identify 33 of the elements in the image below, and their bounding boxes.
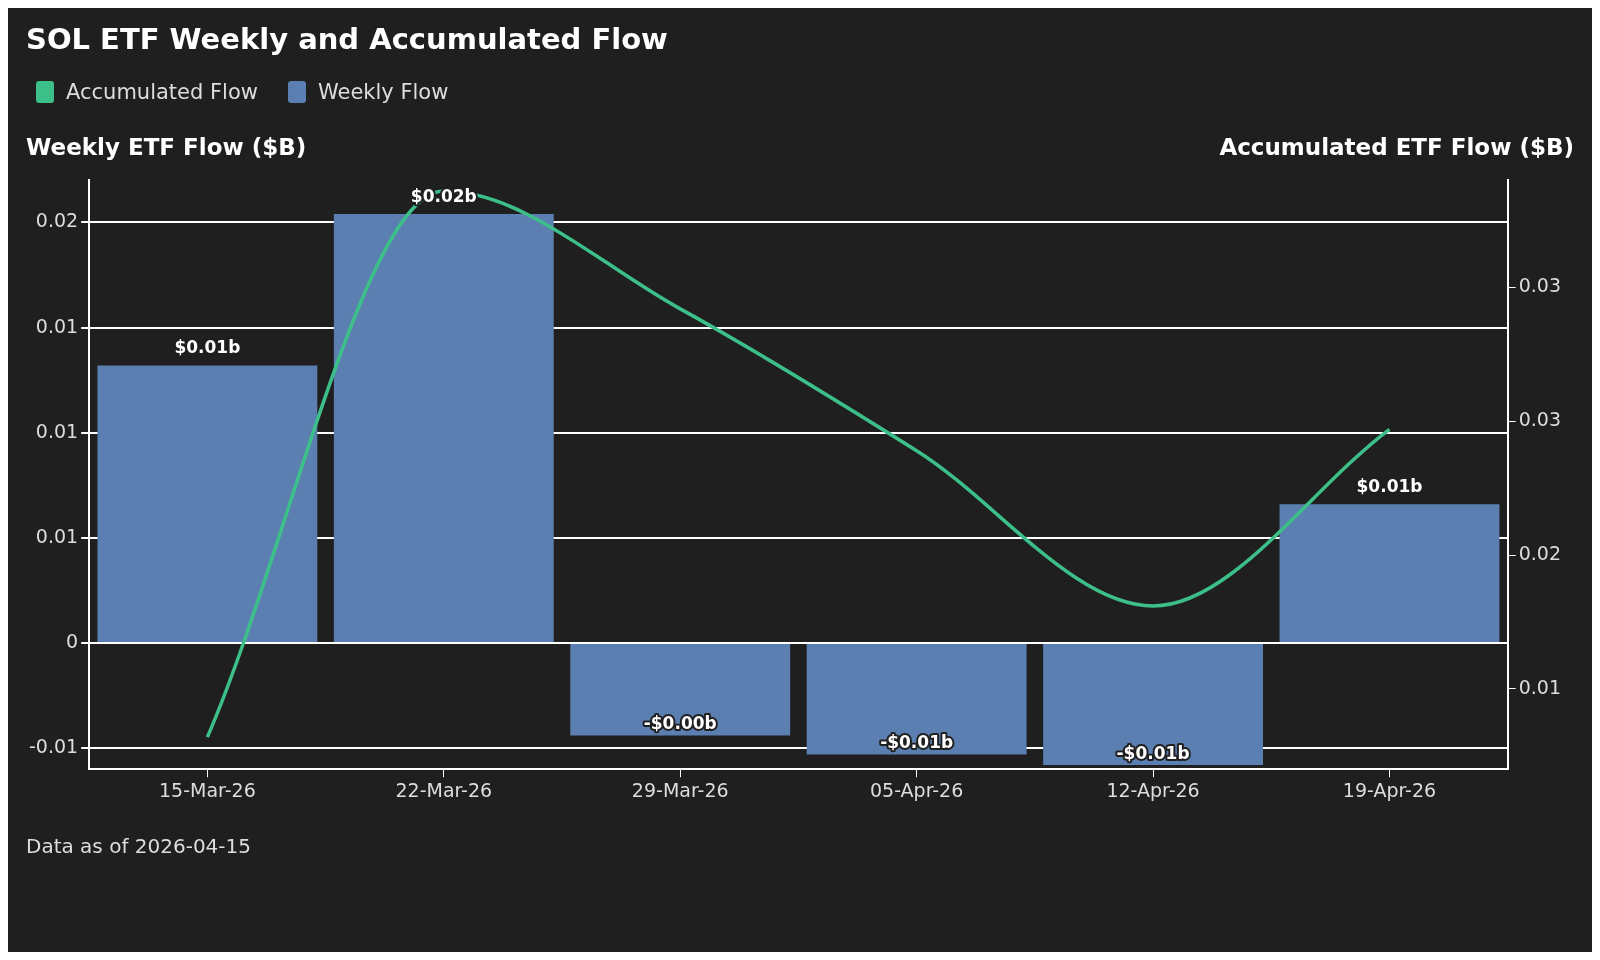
bar <box>1043 644 1263 765</box>
bar <box>1279 504 1500 643</box>
y2-tick-label: 0.01 <box>1518 675 1562 698</box>
bar <box>570 644 791 736</box>
y2-axis-title: Accumulated ETF Flow ($B) <box>1219 134 1574 160</box>
data-label: -$0.01b <box>1116 742 1190 763</box>
legend-label: Weekly Flow <box>317 80 449 104</box>
y2-tick-label: 0.02 <box>1518 542 1562 565</box>
y-tick-label: 0.01 <box>35 419 79 442</box>
bar <box>806 644 1027 755</box>
y2-tick-label: 0.03 <box>1518 274 1562 297</box>
x-tick-label: 22-Mar-26 <box>395 778 493 801</box>
data-label: $0.01b <box>174 337 241 358</box>
x-tick-label: 05-Apr-26 <box>869 778 964 801</box>
data-label: -$0.00b <box>643 713 717 734</box>
bar <box>97 365 318 643</box>
x-tick-label: 15-Mar-26 <box>159 778 256 801</box>
text: Data as of 2026-04-15 <box>26 834 252 858</box>
y-tick-label: 0.02 <box>35 209 79 232</box>
x-tick-label: 19-Apr-26 <box>1342 778 1437 801</box>
y-axis-title: Weekly ETF Flow ($B) <box>26 134 307 160</box>
y-tick-label: 0.01 <box>35 524 79 547</box>
x-tick-label: 12-Apr-26 <box>1106 778 1200 801</box>
legend-label: Accumulated Flow <box>66 80 258 104</box>
data-label: $0.01b <box>1356 476 1423 497</box>
bar <box>333 214 554 643</box>
y-tick-label: 0.01 <box>35 314 79 337</box>
y-tick-label: 0 <box>66 629 79 652</box>
x-tick-label: 29-Mar-26 <box>631 778 729 801</box>
y2-tick-label: 0.03 <box>1518 408 1562 431</box>
y-tick-label: -0.01 <box>28 735 79 758</box>
chart-title: SOL ETF Weekly and Accumulated Flow <box>26 22 669 56</box>
data-label: -$0.01b <box>880 732 954 753</box>
